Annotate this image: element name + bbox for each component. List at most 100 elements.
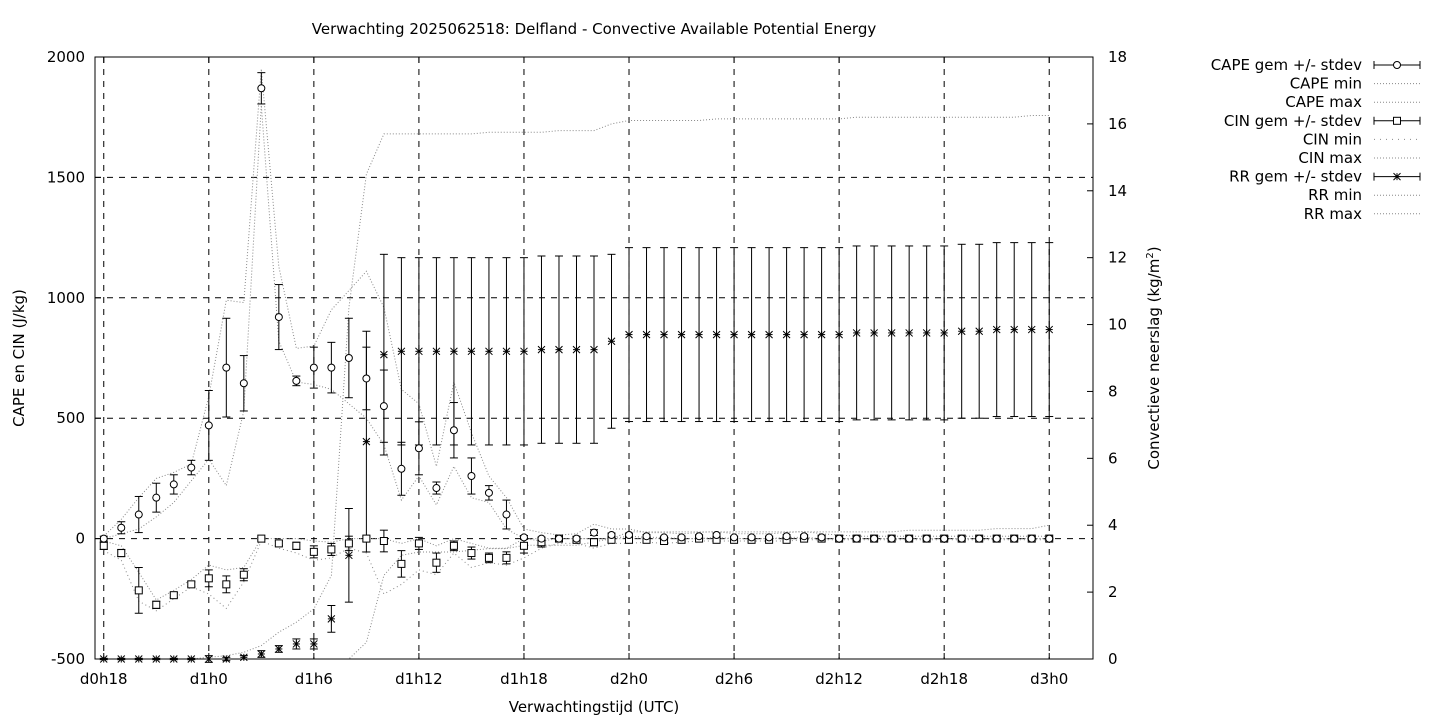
x-tick-label: d1h18	[500, 670, 548, 688]
y-right-tick-label: 10	[1108, 316, 1127, 334]
rr-point-stroke	[485, 347, 493, 356]
cin-point	[432, 558, 441, 567]
cape-point	[414, 444, 423, 453]
rr-min-line	[103, 524, 1050, 660]
cin-point	[292, 541, 301, 550]
rr-point-stroke	[450, 347, 458, 356]
cin-point	[502, 553, 511, 562]
rr-point	[607, 337, 616, 346]
y-right-tick-label: 16	[1108, 115, 1127, 133]
rr-point	[695, 330, 703, 339]
legend-label: CIN gem +/- stdev	[1224, 112, 1362, 130]
rr-point-stroke	[380, 350, 388, 359]
rr-point-stroke	[415, 347, 423, 356]
cape-point	[502, 510, 511, 519]
cape-point	[362, 374, 371, 383]
rr-point	[292, 640, 301, 648]
y-axis-label-right-tail: )	[1145, 246, 1163, 252]
cin-point	[309, 547, 318, 556]
rr-point	[467, 347, 476, 356]
cape-point	[117, 523, 126, 532]
rr-point-stroke	[327, 615, 336, 623]
cape-point	[1027, 534, 1036, 543]
legend-sample-marker	[1393, 172, 1401, 181]
cape-point	[222, 363, 231, 372]
cape-point	[292, 376, 301, 385]
rr-point	[975, 327, 984, 336]
rr-point	[555, 345, 563, 354]
axes: d0h18 d1h0 d1h6 d1h12 d1h18 d2h0 d2h6 d2h12 d2h1…	[47, 48, 1127, 688]
rr-point	[730, 330, 738, 339]
legend-sample-marker	[1393, 61, 1401, 69]
cape-point	[519, 533, 528, 542]
rr-point	[817, 330, 826, 339]
rr-point	[537, 345, 546, 354]
cape-point	[397, 464, 406, 473]
cape-point	[309, 363, 318, 372]
cape-point	[695, 532, 704, 541]
cape-point	[835, 534, 844, 543]
cin-point	[519, 541, 528, 550]
rr-point-stroke	[905, 329, 914, 337]
rr-point-stroke	[1027, 325, 1036, 334]
cin-point	[169, 591, 178, 600]
cin-point	[590, 538, 598, 547]
rr-point	[677, 330, 686, 339]
rr-point	[397, 347, 406, 356]
legend-label: RR max	[1304, 205, 1362, 223]
x-tick-label: d0h18	[80, 670, 128, 688]
cin-point	[379, 537, 388, 546]
y-axis-label-right: Convectieve neerslag (kg/m2)	[1145, 246, 1163, 469]
cape-point	[782, 532, 791, 541]
rr-point	[1010, 325, 1019, 334]
y-left-tick-label: 2000	[47, 48, 85, 66]
rr-point-stroke	[747, 330, 756, 339]
rr-point	[450, 347, 458, 356]
cin-point	[99, 541, 108, 550]
y-left-tick-label: 1500	[47, 168, 85, 186]
rr-point-stroke	[730, 330, 738, 339]
cape-point	[449, 426, 458, 435]
legend-label: CIN max	[1298, 149, 1362, 167]
cape-point	[642, 532, 651, 541]
rr-point-stroke	[555, 345, 563, 354]
rr-point-stroke	[362, 437, 371, 446]
rr-point	[905, 329, 914, 337]
rr-point-stroke	[800, 330, 808, 339]
rr-point-stroke	[922, 329, 931, 337]
rr-point	[1045, 325, 1054, 334]
rr-point	[432, 347, 441, 356]
legend-label: CIN min	[1303, 130, 1362, 148]
legend-sample-marker	[1393, 116, 1401, 125]
rr-point	[345, 551, 353, 560]
cape-point	[274, 313, 283, 322]
rr-point-stroke	[992, 325, 1001, 334]
cape-point	[940, 534, 949, 543]
y-axis-label-left: CAPE en CIN (J/kg)	[10, 289, 28, 427]
cin-point	[397, 559, 406, 568]
cin-point	[344, 539, 353, 548]
rr-point	[922, 329, 931, 337]
plot-area-frame	[94, 56, 1094, 660]
rr-point-stroke	[467, 347, 476, 356]
y-right-tick-label: 6	[1108, 449, 1118, 467]
cape-point	[1010, 534, 1019, 543]
rr-max-line	[103, 115, 1050, 660]
y-right-tick-label: 4	[1108, 516, 1118, 534]
cape-point	[922, 534, 931, 543]
rr-point	[239, 653, 248, 662]
x-tick-label: d1h6	[295, 670, 333, 688]
y-right-tick-label: 8	[1108, 382, 1118, 400]
rr-point	[940, 329, 949, 337]
cape-point	[187, 463, 196, 472]
cape-point	[239, 379, 248, 388]
rr-point-stroke	[345, 551, 353, 560]
rr-point-stroke	[870, 329, 878, 337]
y-right-tick-label: 2	[1108, 583, 1118, 601]
rr-point-stroke	[397, 347, 406, 356]
rr-point	[520, 347, 528, 356]
rr-point-stroke	[940, 329, 949, 337]
rr-point-stroke	[975, 327, 984, 336]
